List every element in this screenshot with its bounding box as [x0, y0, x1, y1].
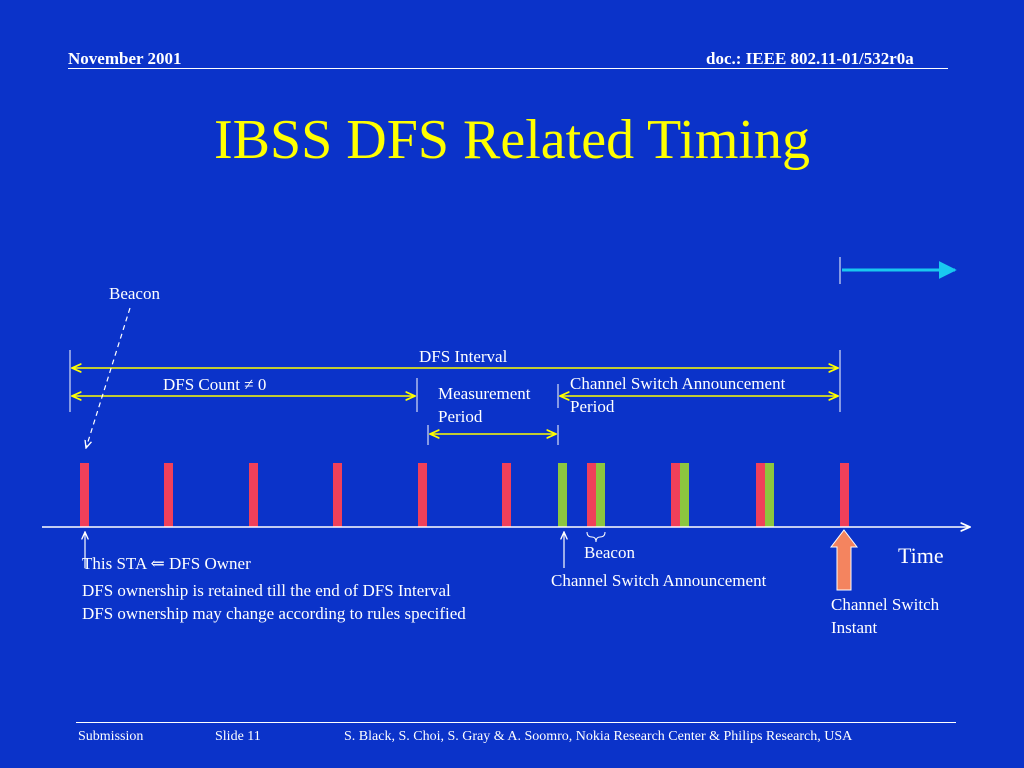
- ownership-change-text: DFS ownership may change according to ru…: [82, 604, 466, 623]
- beacon-bar: [671, 463, 680, 527]
- beacon-bar: [249, 463, 258, 527]
- csa-bar: [765, 463, 774, 527]
- beacon-bar: [418, 463, 427, 527]
- beacon-brace: [586, 531, 606, 543]
- footer-slide-number: Slide 11: [215, 729, 261, 744]
- beacon-bar: [840, 463, 849, 527]
- beacon-label-bottom: Beacon: [584, 543, 635, 562]
- csa-bar: [558, 463, 567, 527]
- footer-submission: Submission: [78, 729, 144, 744]
- csa-bar: [596, 463, 605, 527]
- switch-instant-arrow: [829, 529, 859, 591]
- switch-instant-label-2: Instant: [831, 618, 878, 637]
- dfs-interval-label: DFS Interval: [419, 347, 508, 366]
- csa-period-label-2: Period: [570, 397, 615, 416]
- beacon-bar: [756, 463, 765, 527]
- csa-period-label-1: Channel Switch Announcement: [570, 374, 786, 393]
- csa-bar: [680, 463, 689, 527]
- csa-label: Channel Switch Announcement: [551, 571, 767, 590]
- beacon-bar: [80, 463, 89, 527]
- footer-authors: S. Black, S. Choi, S. Gray & A. Soomro, …: [344, 729, 853, 744]
- sta-owner-text: This STA ⇐ DFS Owner: [82, 554, 251, 573]
- beacon-pointer: [86, 307, 131, 448]
- measurement-label-2: Period: [438, 407, 483, 426]
- beacon-bar: [164, 463, 173, 527]
- measurement-label-1: Measurement: [438, 384, 531, 403]
- dfs-count-label: DFS Count ≠ 0: [163, 375, 267, 394]
- header-rule: [68, 68, 948, 69]
- time-label: Time: [898, 543, 944, 568]
- beacon-label-top: Beacon: [109, 284, 160, 303]
- ownership-retained-text: DFS ownership is retained till the end o…: [82, 581, 451, 600]
- beacon-bar: [333, 463, 342, 527]
- switch-instant-label-1: Channel Switch: [831, 595, 940, 614]
- slide-title: IBSS DFS Related Timing: [214, 109, 810, 171]
- footer-rule: [76, 722, 956, 723]
- beacon-bar: [587, 463, 596, 527]
- beacon-bar: [502, 463, 511, 527]
- header-date: November 2001: [68, 49, 182, 68]
- header-doc-id: doc.: IEEE 802.11-01/532r0a: [706, 49, 914, 68]
